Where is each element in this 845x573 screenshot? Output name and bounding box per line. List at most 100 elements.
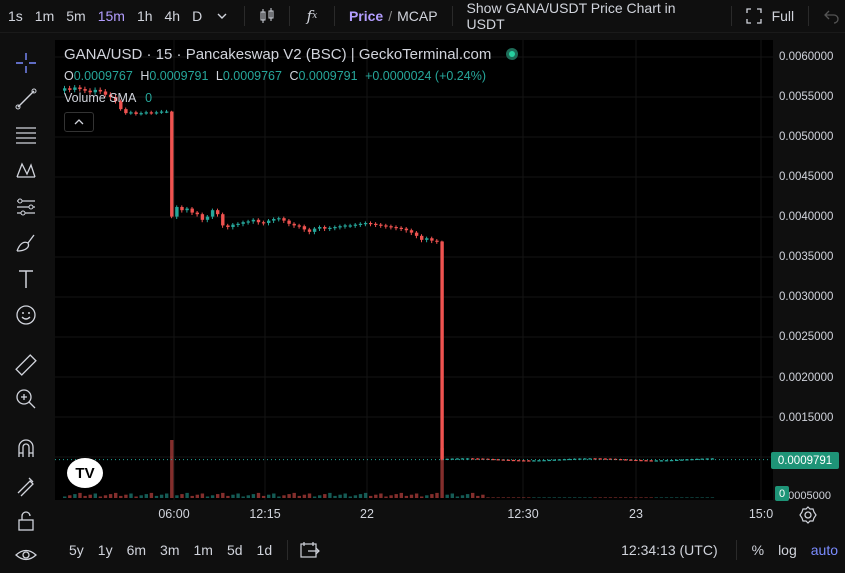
candle-body — [379, 224, 383, 226]
range-3m[interactable]: 3m — [160, 542, 180, 558]
volume-bar — [379, 493, 383, 498]
x-tick: 06:00 — [158, 507, 190, 521]
range-5d[interactable]: 5d — [226, 542, 243, 558]
volume-bar — [486, 497, 490, 498]
percent-toggle[interactable]: % — [751, 542, 765, 558]
candle-body — [639, 460, 643, 462]
volume-bar — [318, 495, 322, 498]
brush-icon[interactable] — [10, 227, 42, 259]
candle-body — [358, 223, 363, 226]
chevron-down-icon[interactable] — [208, 2, 236, 30]
volume-bar — [532, 497, 536, 498]
candle-body — [496, 459, 500, 461]
undo-icon[interactable] — [817, 2, 845, 30]
volume-bar — [547, 497, 551, 498]
emoji-icon[interactable] — [10, 299, 42, 331]
chart-settings-icon[interactable] — [799, 506, 817, 529]
draw-lock-icon[interactable] — [10, 469, 42, 501]
candles-icon[interactable] — [253, 2, 281, 30]
volume-bar — [583, 497, 587, 498]
candle-body — [506, 459, 511, 461]
price-toggle[interactable]: Price — [348, 8, 384, 24]
volume-bar — [159, 494, 164, 498]
timeframe-1h[interactable]: 1h — [136, 8, 153, 24]
zoom-in-icon[interactable] — [10, 383, 42, 415]
chart-pane[interactable] — [55, 40, 773, 500]
volume-bar — [88, 494, 92, 498]
volume-bar — [216, 494, 220, 498]
candle-body — [593, 458, 597, 460]
range-5y[interactable]: 5y — [69, 542, 84, 558]
timeframe-4h[interactable]: 4h — [164, 8, 181, 24]
timeframe-d[interactable]: D — [192, 8, 203, 24]
pattern-icon[interactable] — [10, 155, 42, 187]
volume-bar — [205, 496, 210, 498]
volume-bar — [644, 497, 648, 498]
forecast-icon[interactable] — [10, 191, 42, 223]
range-1d[interactable]: 1d — [256, 542, 273, 558]
y-tick: 0.0055000 — [779, 91, 834, 103]
y-tick: 0.0050000 — [779, 131, 834, 143]
timeframe-1s[interactable]: 1s — [8, 8, 23, 24]
candle-body — [537, 460, 541, 462]
candle-body — [369, 223, 373, 225]
auto-toggle[interactable]: auto — [810, 542, 838, 558]
range-1m[interactable]: 1m — [193, 542, 213, 558]
volume-bar — [267, 494, 271, 498]
magnet-icon[interactable] — [10, 433, 42, 465]
sma-label: SMA — [109, 91, 136, 105]
candle-body — [516, 460, 521, 462]
fib-retracement-icon[interactable] — [10, 119, 42, 151]
full-button[interactable]: Full — [771, 8, 795, 24]
utc-clock[interactable]: 12:34:13 (UTC) — [621, 542, 718, 558]
volume-bar — [618, 497, 623, 498]
candle-body — [675, 459, 679, 462]
volume-bar — [430, 494, 434, 498]
timeframe-5m[interactable]: 5m — [66, 8, 86, 24]
eye-icon[interactable] — [10, 539, 42, 571]
collapse-legend-button[interactable] — [64, 112, 94, 132]
volume-bar — [353, 495, 358, 498]
volume-bar — [420, 496, 424, 498]
volume-bar — [144, 494, 148, 498]
candle-body — [409, 230, 414, 233]
lock-icon[interactable] — [10, 505, 42, 537]
timeframe-15m[interactable]: 15m — [97, 8, 125, 24]
range-6m[interactable]: 6m — [126, 542, 147, 558]
timeframe-1m[interactable]: 1m — [34, 8, 55, 24]
time-axis[interactable]: 06:00 12:15 22 12:30 23 15:0 — [55, 503, 773, 525]
range-1y[interactable]: 1y — [97, 542, 113, 558]
fullscreen-icon[interactable] — [740, 2, 768, 30]
volume-bar — [307, 493, 312, 498]
volume-bar — [98, 496, 103, 498]
volume-bar — [297, 495, 301, 498]
show-usdt-link[interactable]: Show GANA/USDT Price Chart in USDT — [466, 0, 676, 32]
candle-body — [297, 225, 301, 227]
price-chart[interactable] — [55, 40, 773, 500]
candle-body — [348, 225, 352, 227]
price-axis[interactable]: 0.0060000 0.0055000 0.0050000 0.0045000 … — [773, 40, 845, 502]
candle-body — [363, 223, 368, 225]
volume-bar — [333, 495, 337, 498]
text-icon[interactable] — [10, 263, 42, 295]
ruler-icon[interactable] — [10, 349, 42, 381]
candle-body — [440, 241, 444, 460]
candle-body — [277, 218, 281, 220]
candle-body — [83, 89, 87, 91]
volume-bar — [83, 495, 87, 498]
x-tick: 23 — [629, 507, 643, 521]
volume-bar — [363, 492, 368, 498]
candle-body — [384, 225, 388, 227]
volume-bar — [608, 497, 613, 498]
candle-body — [598, 458, 602, 460]
crosshair-icon[interactable] — [10, 47, 42, 79]
goto-date-icon[interactable] — [296, 536, 324, 564]
trend-line-icon[interactable] — [10, 83, 42, 115]
ohlc-l-label: L — [215, 69, 223, 83]
log-toggle[interactable]: log — [778, 542, 797, 558]
volume-bar — [603, 497, 607, 498]
tradingview-logo[interactable]: TV — [67, 458, 103, 488]
mcap-toggle[interactable]: MCAP — [397, 8, 438, 24]
volume-bar — [705, 497, 709, 498]
